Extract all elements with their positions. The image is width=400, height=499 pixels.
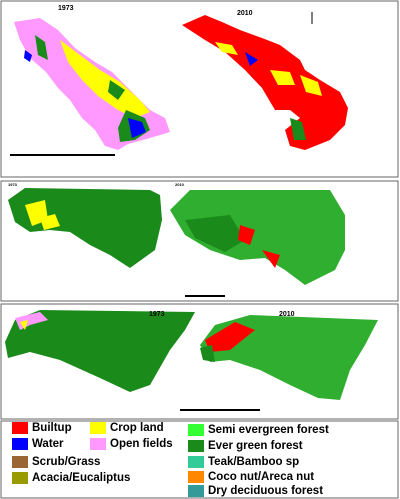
map-patch bbox=[20, 320, 28, 330]
year-label: 2010 bbox=[279, 311, 295, 318]
legend-label: Ever green forest bbox=[208, 440, 303, 452]
legend-swatch bbox=[188, 424, 204, 436]
legend-label: Water bbox=[32, 438, 64, 450]
year-label: 1973 bbox=[149, 311, 165, 318]
legend-swatch bbox=[12, 422, 28, 434]
legend-swatch bbox=[90, 438, 106, 450]
map-1973-forest bbox=[8, 188, 162, 268]
legend-label: Dry deciduous forest bbox=[208, 485, 323, 497]
legend-label: Builtup bbox=[32, 422, 72, 434]
year-label: 2010 bbox=[175, 182, 185, 187]
map-2010-forest bbox=[170, 190, 345, 285]
legend-swatch bbox=[188, 456, 204, 468]
map-patch bbox=[205, 322, 255, 352]
map-1973-coast bbox=[14, 18, 170, 150]
map-patch bbox=[262, 250, 280, 268]
map-patch bbox=[238, 225, 255, 245]
legend-swatch bbox=[12, 472, 28, 484]
legend-swatch bbox=[188, 485, 204, 497]
legend-swatch bbox=[12, 456, 28, 468]
legend-label: Open fields bbox=[110, 438, 173, 450]
legend-label: Crop land bbox=[110, 422, 164, 434]
legend-label: Teak/Bamboo sp bbox=[208, 456, 299, 468]
legend-swatch bbox=[188, 440, 204, 452]
map-1973-forest bbox=[5, 310, 195, 392]
map-patch bbox=[40, 214, 60, 230]
legend-label: Acacia/Eucaliptus bbox=[32, 472, 130, 484]
year-label: 1973 bbox=[8, 182, 18, 187]
map-patch bbox=[185, 215, 245, 252]
legend-swatch bbox=[12, 438, 28, 450]
year-label: 1973 bbox=[58, 5, 74, 12]
legend-swatch bbox=[188, 471, 204, 483]
legend-swatch bbox=[90, 422, 106, 434]
map-2010-coast bbox=[182, 15, 348, 150]
legend-label: Coco nut/Areca nut bbox=[208, 471, 314, 483]
legend-label: Scrub/Grass bbox=[32, 456, 100, 468]
legend: Builtup Water Crop land Open fields Semi eve… bbox=[12, 422, 329, 497]
year-label: 2010 bbox=[237, 10, 253, 17]
legend-label: Semi evergreen forest bbox=[208, 424, 329, 436]
map-patch bbox=[200, 345, 215, 362]
